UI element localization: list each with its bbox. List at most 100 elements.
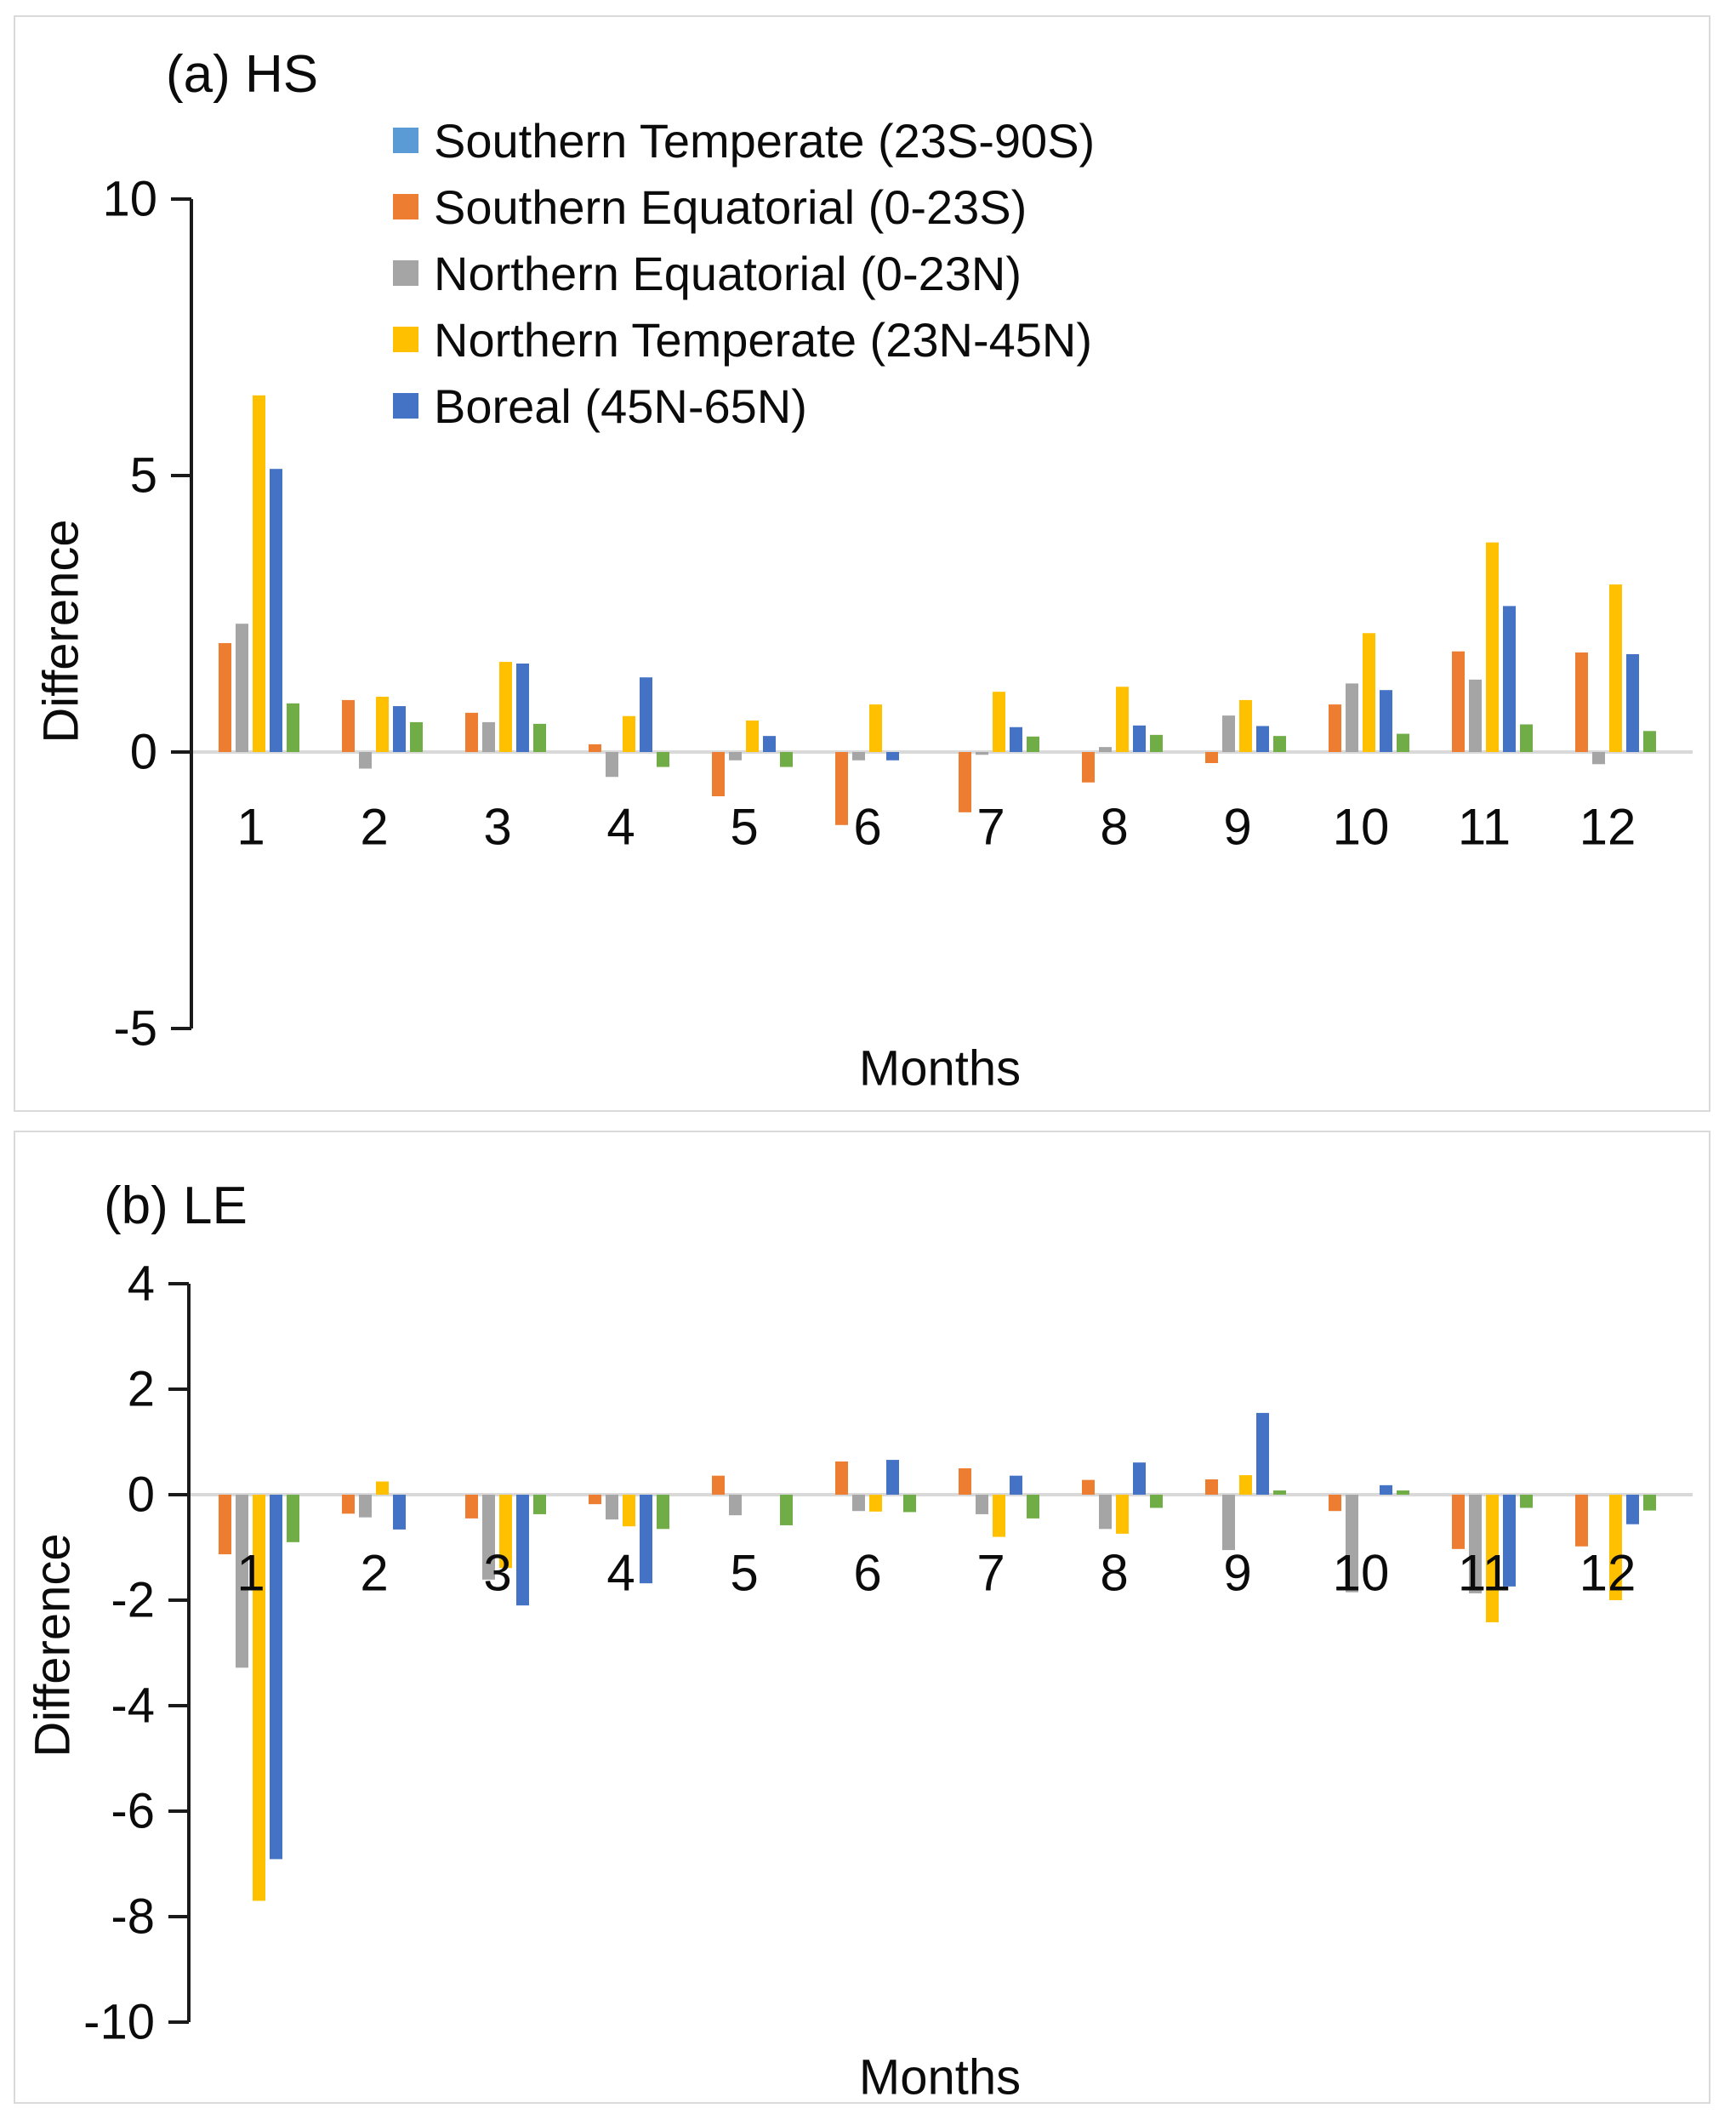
bar-series4-month9 (1256, 726, 1269, 752)
x-tick-label: 7 (976, 1545, 1005, 1602)
bar-series4-month9 (1256, 1412, 1269, 1495)
bar-series5-month6 (903, 1495, 916, 1513)
x-tick-label: 2 (360, 799, 388, 856)
y-tick-label: -5 (113, 1001, 157, 1057)
bar-series5-month11 (1520, 724, 1533, 752)
bar-series4-month10 (1380, 690, 1392, 752)
bar-series4-month2 (393, 706, 406, 752)
bar-series1-month6 (835, 752, 848, 825)
y-tick-label: 2 (128, 1362, 155, 1417)
bar-series3-month10 (1363, 633, 1375, 752)
bar-series4-month12 (1626, 653, 1639, 752)
bar-series1-month1 (219, 1495, 231, 1555)
bar-series3-month4 (623, 1495, 635, 1527)
x-tick-label: 5 (730, 1545, 758, 1602)
bar-series2-month10 (1346, 1495, 1358, 1593)
panel-a-box (14, 15, 1710, 1112)
bar-series5-month7 (1027, 1495, 1039, 1519)
bar-series2-month7 (976, 1495, 988, 1514)
bar-series1-month3 (465, 712, 478, 752)
bar-series5-month8 (1150, 1495, 1163, 1508)
x-tick-label: 3 (483, 1545, 511, 1602)
bar-series1-month3 (465, 1495, 478, 1519)
x-tick-label: 6 (853, 1545, 881, 1602)
bar-series5-month5 (780, 1495, 793, 1525)
bar-series2-month11 (1469, 1495, 1482, 1593)
x-tick-label: 3 (483, 799, 511, 856)
bar-series1-month7 (959, 752, 971, 812)
bar-series2-month5 (729, 1495, 742, 1516)
bar-series2-month3 (482, 1495, 495, 1580)
bar-series3-month12 (1609, 1495, 1622, 1600)
bar-series3-month11 (1486, 1495, 1499, 1623)
x-tick-label: 12 (1579, 1545, 1636, 1602)
legend-label: Southern Temperate (23S-90S) (434, 113, 1096, 168)
y-tick-label: 10 (102, 172, 157, 227)
bar-series3-month8 (1116, 687, 1129, 752)
bar-series1-month1 (219, 642, 231, 752)
bar-series4-month1 (270, 1495, 282, 1860)
legend-item-4: Boreal (45N-65N) (393, 373, 1095, 439)
bar-series5-month1 (287, 1495, 299, 1542)
x-tick-label: 4 (606, 1545, 635, 1602)
legend-item-2: Northern Equatorial (0-23N) (393, 240, 1095, 306)
bar-series3-month5 (746, 720, 759, 752)
x-tick-label: 8 (1100, 799, 1128, 856)
legend-label: Northern Temperate (23N-45N) (434, 312, 1092, 367)
bar-series5-month1 (287, 703, 299, 752)
legend-label: Southern Equatorial (0-23S) (434, 179, 1027, 234)
bar-series2-month6 (852, 1495, 865, 1512)
bar-series1-month10 (1329, 1495, 1341, 1512)
bar-series2-month4 (606, 752, 618, 778)
bar-series3-month6 (869, 704, 882, 752)
bar-series3-month3 (499, 1495, 512, 1569)
bar-series2-month8 (1099, 747, 1112, 752)
y-tick-label: -10 (83, 1995, 155, 2050)
bar-series4-month11 (1503, 1495, 1516, 1587)
bar-series4-month7 (1010, 727, 1022, 752)
legend-swatch-icon (393, 260, 418, 286)
bar-series3-month7 (993, 692, 1005, 752)
bar-series1-month2 (342, 699, 355, 752)
x-tick-label: 4 (606, 799, 635, 856)
legend-swatch-icon (393, 128, 418, 153)
bar-series3-month9 (1239, 699, 1252, 752)
bar-series3-month9 (1239, 1475, 1252, 1495)
x-tick-label: 9 (1223, 1545, 1251, 1602)
bar-series4-month4 (640, 1495, 652, 1584)
legend-swatch-icon (393, 327, 418, 352)
bar-series2-month12 (1592, 752, 1605, 765)
bar-series5-month12 (1643, 731, 1656, 752)
bar-series3-month7 (993, 1495, 1005, 1537)
x-tick-label: 10 (1333, 799, 1390, 856)
bar-series3-month3 (499, 662, 512, 752)
bar-series2-month7 (976, 752, 988, 755)
bar-series5-month4 (657, 1495, 669, 1530)
bar-series5-month9 (1273, 1490, 1286, 1495)
panel-a-title: (a) HS (166, 45, 319, 104)
bar-series5-month2 (410, 721, 423, 752)
bar-series5-month9 (1273, 736, 1286, 752)
bar-series2-month2 (359, 752, 372, 769)
bar-series5-month10 (1397, 733, 1409, 752)
y-tick-label: -8 (111, 1889, 155, 1945)
bar-series5-month8 (1150, 734, 1163, 752)
legend-item-1: Southern Equatorial (0-23S) (393, 174, 1095, 240)
x-tick-label: 1 (236, 799, 265, 856)
bar-series4-month4 (640, 677, 652, 752)
bar-series2-month11 (1469, 679, 1482, 752)
bar-series3-month4 (623, 715, 635, 752)
panel-b-box (14, 1131, 1710, 2104)
y-tick-label: 0 (130, 725, 157, 780)
bar-series4-month6 (886, 1460, 899, 1495)
y-tick-label: -4 (111, 1678, 155, 1734)
bar-series1-month7 (959, 1468, 971, 1495)
x-tick-label: 6 (853, 799, 881, 856)
bar-series3-month1 (253, 1495, 265, 1901)
bar-series1-month8 (1082, 1479, 1095, 1495)
x-tick-label: 8 (1100, 1545, 1128, 1602)
bar-series3-month1 (253, 395, 265, 752)
x-tick-label: 12 (1579, 799, 1636, 856)
